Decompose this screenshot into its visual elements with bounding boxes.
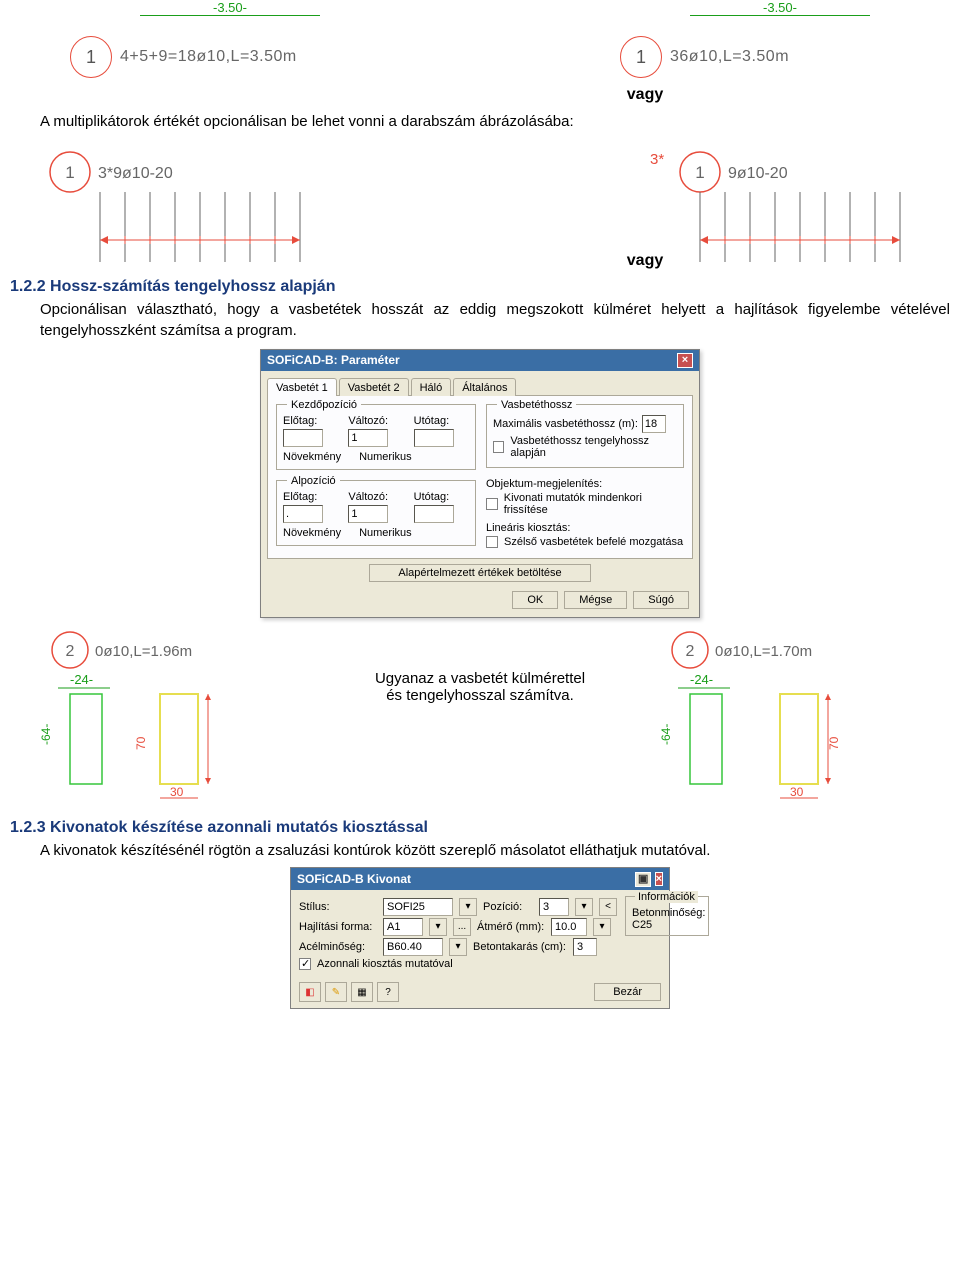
vagy-separator-1: vagy: [10, 86, 950, 104]
dropdown-icon[interactable]: ▾: [575, 898, 593, 916]
tab-vasbetet1[interactable]: Vasbetét 1: [267, 378, 337, 396]
input-al-elotag[interactable]: [283, 505, 323, 523]
grid-icon[interactable]: ▦: [351, 982, 373, 1002]
rebar-callout-left: -3.50- 1 4+5+9=18ø10,L=3.50m: [70, 0, 320, 78]
intro-text: A multiplikátorok értékét opcionálisan b…: [40, 113, 574, 130]
input-hajlitas[interactable]: [383, 918, 423, 936]
dim-left: -3.50-: [140, 0, 320, 16]
svg-text:-24-: -24-: [690, 672, 713, 687]
stirrup-caption: Ugyanaz a vasbetét külmérettel és tengel…: [365, 670, 595, 704]
stirrup-right: 2 0ø10,L=1.70m -24- -64- 70 30: [660, 630, 920, 813]
svg-text:1: 1: [695, 163, 704, 182]
checkbox-kivonati[interactable]: Kivonati mutatók mindenkori frissítése: [486, 492, 684, 516]
svg-text:2: 2: [686, 643, 695, 660]
browse-icon[interactable]: ...: [453, 918, 471, 936]
tab-vasbetet2[interactable]: Vasbetét 2: [339, 378, 409, 396]
parameter-dialog: SOFiCAD-B: Paraméter × Vasbetét 1 Vasbet…: [260, 349, 700, 618]
svg-text:0ø10,L=1.96m: 0ø10,L=1.96m: [95, 643, 192, 660]
rebar-callout-right: -3.50- 1 36ø10,L=3.50m: [620, 0, 870, 78]
dialog-titlebar[interactable]: SOFiCAD-B: Paraméter ×: [261, 350, 699, 371]
checkbox-szelso[interactable]: Szélső vasbetétek befelé mozgatása: [486, 536, 684, 548]
rebar-text: 4+5+9=18ø10,L=3.50m: [120, 48, 297, 66]
rebar-badge: 1: [620, 36, 662, 78]
input-utotag[interactable]: [414, 429, 454, 447]
dropdown-icon[interactable]: ▾: [449, 938, 467, 956]
svg-text:30: 30: [790, 785, 804, 799]
close-icon[interactable]: ×: [677, 353, 693, 368]
input-al-valtozo[interactable]: [348, 505, 388, 523]
ok-button[interactable]: OK: [512, 591, 558, 609]
input-acelmin[interactable]: [383, 938, 443, 956]
paragraph-hossz: Opcionálisan választható, hogy a vasbeté…: [10, 300, 950, 341]
input-stilus[interactable]: [383, 898, 453, 916]
dialog-title: SOFiCAD-B: Paraméter: [267, 353, 400, 367]
fieldset-kezdopozicio: Kezdőpozíció Előtag: Változó: Utótag:: [276, 404, 476, 470]
dim-right: -3.50-: [690, 0, 870, 16]
heading-1-2-3: 1.2.3 Kivonatok készítése azonnali mutat…: [10, 819, 950, 837]
checkbox-azonnali[interactable]: ✓ Azonnali kiosztás mutatóval: [299, 958, 617, 970]
cancel-button[interactable]: Mégse: [564, 591, 627, 609]
close-icon[interactable]: ×: [655, 872, 663, 886]
kivonat-titlebar[interactable]: SOFiCAD-B Kivonat ▣ ×: [291, 868, 669, 890]
svg-text:-64-: -64-: [40, 723, 53, 744]
dist-left-text: 3*9ø10-20: [98, 165, 173, 182]
dropdown-icon[interactable]: ▾: [593, 918, 611, 936]
svg-text:70: 70: [827, 736, 841, 750]
tab-halo[interactable]: Háló: [411, 378, 452, 396]
help-button[interactable]: Súgó: [633, 591, 689, 609]
input-max-length[interactable]: [642, 415, 666, 433]
svg-text:70: 70: [134, 736, 148, 750]
palette-icon[interactable]: ◧: [299, 982, 321, 1002]
help-icon[interactable]: ?: [377, 982, 399, 1002]
fieldset-alpozicio: Alpozíció Előtag: Változó: Utótag:: [276, 480, 476, 546]
svg-text:0ø10,L=1.70m: 0ø10,L=1.70m: [715, 643, 812, 660]
input-valtozo[interactable]: [348, 429, 388, 447]
input-al-utotag[interactable]: [414, 505, 454, 523]
svg-text:9ø10-20: 9ø10-20: [728, 165, 788, 182]
edit-icon[interactable]: ✎: [325, 982, 347, 1002]
svg-text:30: 30: [170, 785, 184, 799]
input-betontak[interactable]: [573, 938, 597, 956]
prev-icon[interactable]: <: [599, 898, 617, 916]
rebar-badge: 1: [70, 36, 112, 78]
distribution-left: 1 3*9ø10-20: [40, 142, 320, 282]
pin-icon[interactable]: ▣: [635, 872, 651, 887]
dropdown-icon[interactable]: ▾: [459, 898, 477, 916]
svg-text:-64-: -64-: [660, 723, 673, 744]
dropdown-icon[interactable]: ▾: [429, 918, 447, 936]
tab-altalanos[interactable]: Általános: [453, 378, 516, 396]
kivonat-dialog: SOFiCAD-B Kivonat ▣ × Stílus: ▾ Pozíció:…: [290, 867, 670, 1009]
input-pozicio[interactable]: [539, 898, 569, 916]
load-defaults-button[interactable]: Alapértelmezett értékek betöltése: [369, 564, 590, 582]
svg-text:1: 1: [65, 163, 74, 182]
stirrup-left: 2 0ø10,L=1.96m -24- -64- 70 30: [40, 630, 300, 813]
distribution-right: 3* 1 9ø10-20: [640, 142, 920, 282]
input-atmero[interactable]: [551, 918, 587, 936]
input-elotag[interactable]: [283, 429, 323, 447]
svg-text:-24-: -24-: [70, 672, 93, 687]
rebar-text: 36ø10,L=3.50m: [670, 48, 789, 66]
checkbox-axis-length[interactable]: Vasbetéthossz tengelyhossz alapján: [493, 435, 677, 459]
prefix: 3*: [650, 151, 664, 168]
close-button[interactable]: Bezár: [594, 983, 661, 1001]
fieldset-vasbetethossz: Vasbetéthossz Maximális vasbetéthossz (m…: [486, 404, 684, 468]
paragraph-kivonat: A kivonatok készítésénél rögtön a zsaluz…: [10, 841, 950, 861]
svg-text:2: 2: [66, 643, 75, 660]
